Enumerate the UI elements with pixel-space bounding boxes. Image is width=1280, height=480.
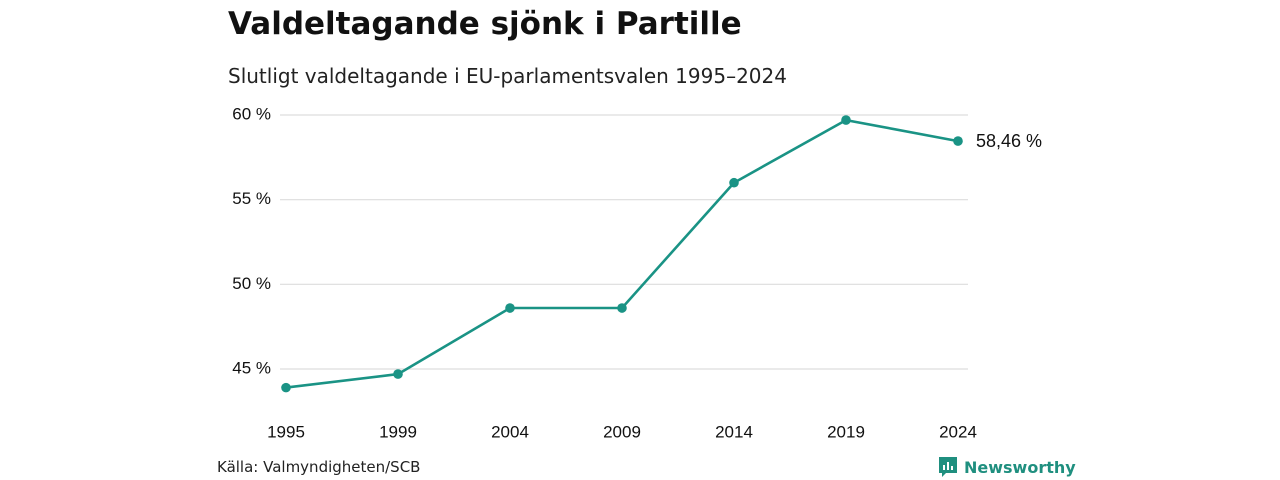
- source-note: Källa: Valmyndigheten/SCB: [217, 458, 421, 476]
- data-point: [841, 115, 851, 125]
- y-axis-ticks: 45 % 50 % 55 % 60 %: [232, 104, 271, 377]
- brand-name: Newsworthy: [964, 457, 1076, 477]
- x-tick-label: 2009: [603, 422, 641, 441]
- x-tick-label: 2019: [827, 422, 865, 441]
- data-point: [393, 369, 403, 379]
- series-line: [285, 118, 959, 389]
- brand: Newsworthy: [938, 456, 1076, 478]
- y-tick-label: 60 %: [232, 104, 271, 123]
- x-tick-label: 2004: [491, 422, 529, 441]
- x-axis-ticks: 1995 1999 2004 2009 2014 2019 2024: [267, 422, 977, 441]
- x-tick-label: 1995: [267, 422, 305, 441]
- data-point: [281, 382, 291, 393]
- data-point: [617, 303, 627, 313]
- data-points: [281, 115, 963, 393]
- y-tick-label: 55 %: [232, 189, 271, 208]
- y-tick-label: 50 %: [232, 274, 271, 293]
- y-tick-label: 45 %: [232, 358, 271, 377]
- chart-subtitle: Slutligt valdeltagande i EU-parlamentsva…: [228, 64, 787, 88]
- data-point: [729, 177, 739, 188]
- chart-title: Valdeltagande sjönk i Partille: [228, 6, 742, 42]
- end-value-label: 58,46 %: [976, 131, 1042, 151]
- newsworthy-logo-icon: [939, 457, 957, 477]
- data-point: [505, 303, 515, 313]
- x-tick-label: 1999: [379, 422, 417, 441]
- x-tick-label: 2024: [939, 422, 977, 441]
- data-point: [953, 136, 963, 146]
- x-tick-label: 2014: [715, 422, 753, 441]
- gridlines: [280, 114, 968, 370]
